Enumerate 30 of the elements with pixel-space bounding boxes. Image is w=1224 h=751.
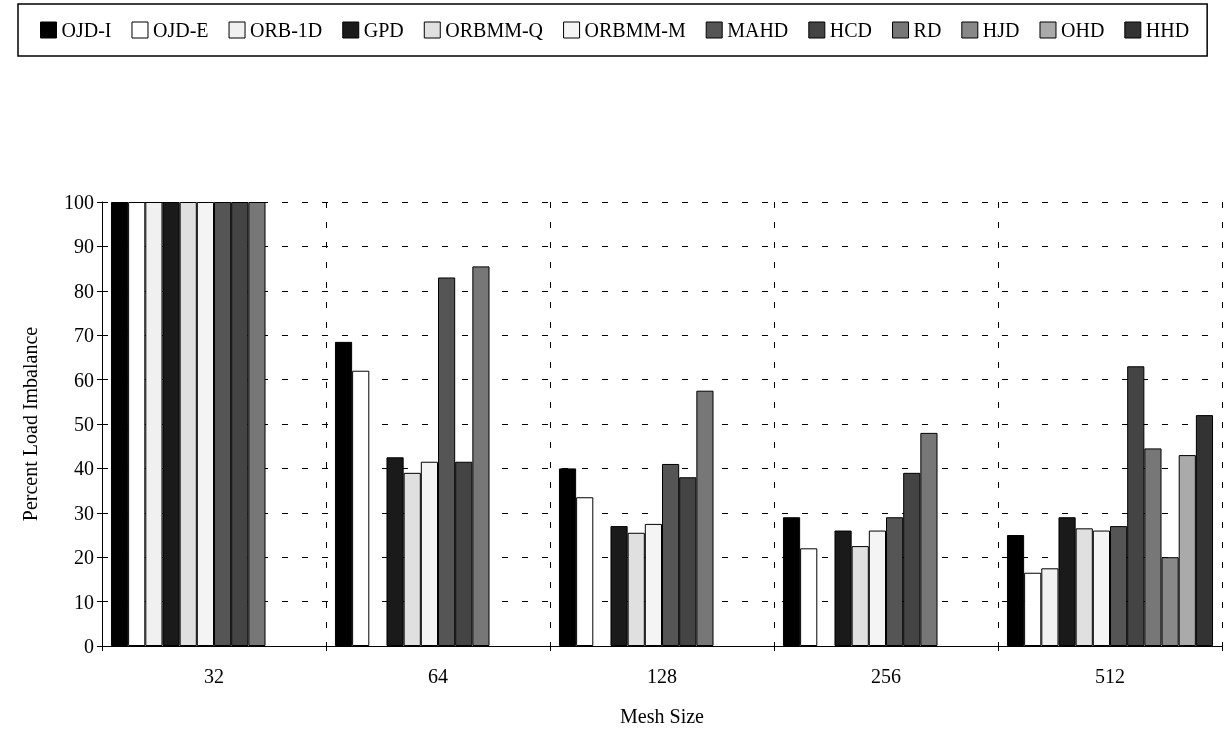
- legend-label: ORBMM-M: [584, 19, 686, 41]
- x-tick-label: 64: [428, 665, 448, 687]
- x-tick-label: 512: [1095, 665, 1125, 687]
- x-tick-label: 128: [647, 665, 677, 687]
- y-tick-label: 20: [74, 546, 94, 569]
- legend-label: ORB-1D: [250, 19, 323, 41]
- y-tick-label: 70: [74, 324, 94, 347]
- legend-label: OHD: [1060, 19, 1105, 41]
- legend-label: HHD: [1145, 19, 1190, 41]
- x-tick-label: 256: [871, 665, 901, 687]
- y-tick-label: 60: [74, 368, 94, 391]
- y-tick-label: 10: [74, 590, 94, 613]
- x-axis-title: Mesh Size: [620, 705, 705, 727]
- legend-label: OJD-I: [61, 19, 112, 41]
- legend-label: HCD: [829, 19, 873, 41]
- legend-label: MAHD: [727, 19, 789, 41]
- y-tick-label: 80: [74, 279, 94, 302]
- legend-label: OJD-E: [152, 19, 209, 41]
- y-axis-title: Percent Load Imbalance: [19, 326, 41, 522]
- legend-label: HJD: [982, 19, 1020, 41]
- legend-label: GPD: [363, 19, 404, 41]
- y-tick-label: 100: [64, 191, 94, 213]
- y-tick-label: 30: [74, 501, 94, 524]
- legend-label: RD: [913, 19, 942, 41]
- y-tick-label: 90: [74, 235, 94, 258]
- y-tick-label: 0: [84, 635, 94, 657]
- y-tick-label: 50: [74, 413, 94, 435]
- x-tick-label: 32: [204, 665, 224, 687]
- legend-label: ORBMM-Q: [445, 19, 544, 41]
- y-tick-label: 40: [74, 457, 94, 480]
